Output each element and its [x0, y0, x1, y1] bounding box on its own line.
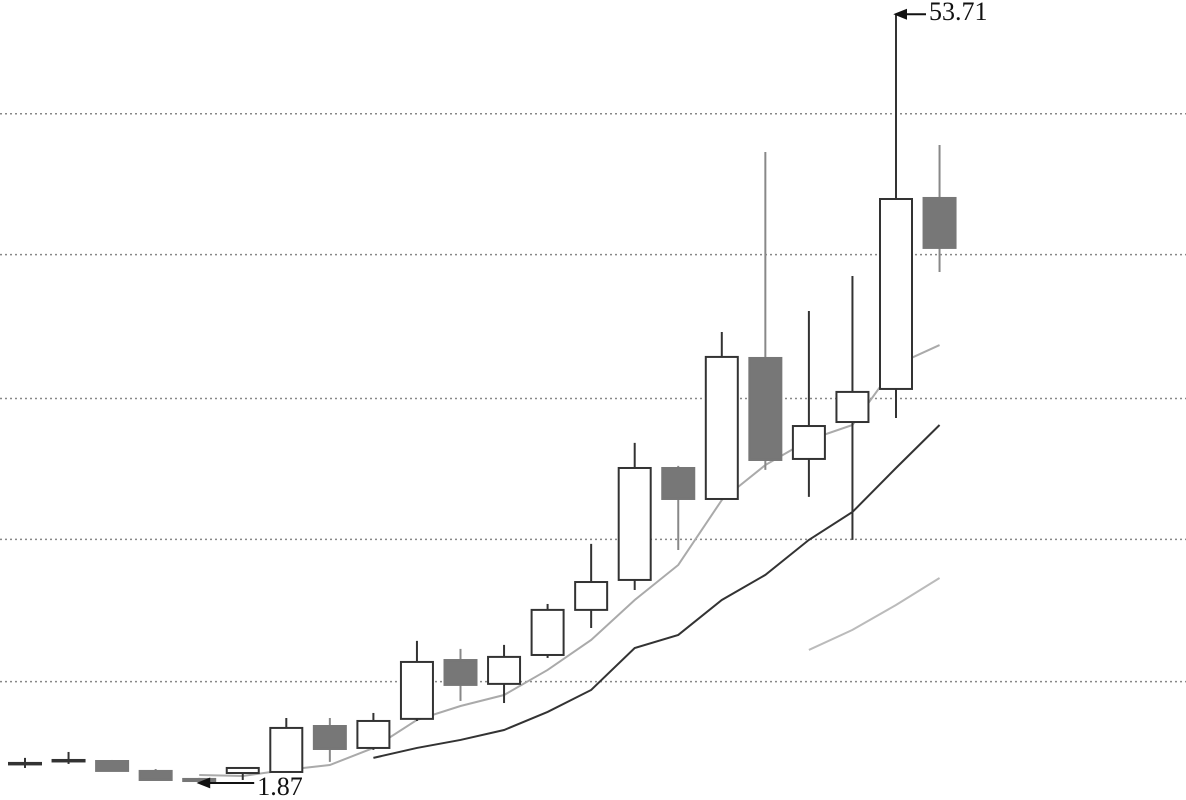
- candle-body: [879, 197, 913, 390]
- candle-body: [399, 660, 434, 720]
- candle-body: [356, 719, 391, 749]
- candle-body: [269, 726, 304, 773]
- candle-body: [138, 769, 173, 781]
- candle-body: [487, 655, 522, 685]
- candle-body: [748, 356, 783, 461]
- candle-body: [182, 777, 217, 783]
- moving-average-line: [373, 424, 941, 759]
- candle-body: [8, 761, 42, 766]
- max-label: 53.71: [929, 0, 988, 26]
- candle-body: [530, 608, 565, 656]
- candle-body: [617, 466, 652, 581]
- candle-body: [661, 466, 696, 500]
- candle-body: [922, 196, 957, 249]
- min-label: 1.87: [257, 772, 303, 800]
- moving-average-line: [199, 344, 940, 777]
- candle-body: [225, 766, 260, 775]
- candle-body: [704, 355, 739, 500]
- annotation-arrow: [196, 777, 255, 789]
- moving-average-line: [808, 577, 941, 651]
- candle-body: [574, 581, 609, 611]
- candle-body: [835, 390, 870, 424]
- candle-body: [51, 758, 86, 763]
- candle-body: [443, 659, 478, 686]
- candle-body: [312, 725, 347, 750]
- candle-body: [95, 760, 130, 772]
- candle-body: [791, 425, 826, 460]
- annotation-arrow: [893, 8, 926, 20]
